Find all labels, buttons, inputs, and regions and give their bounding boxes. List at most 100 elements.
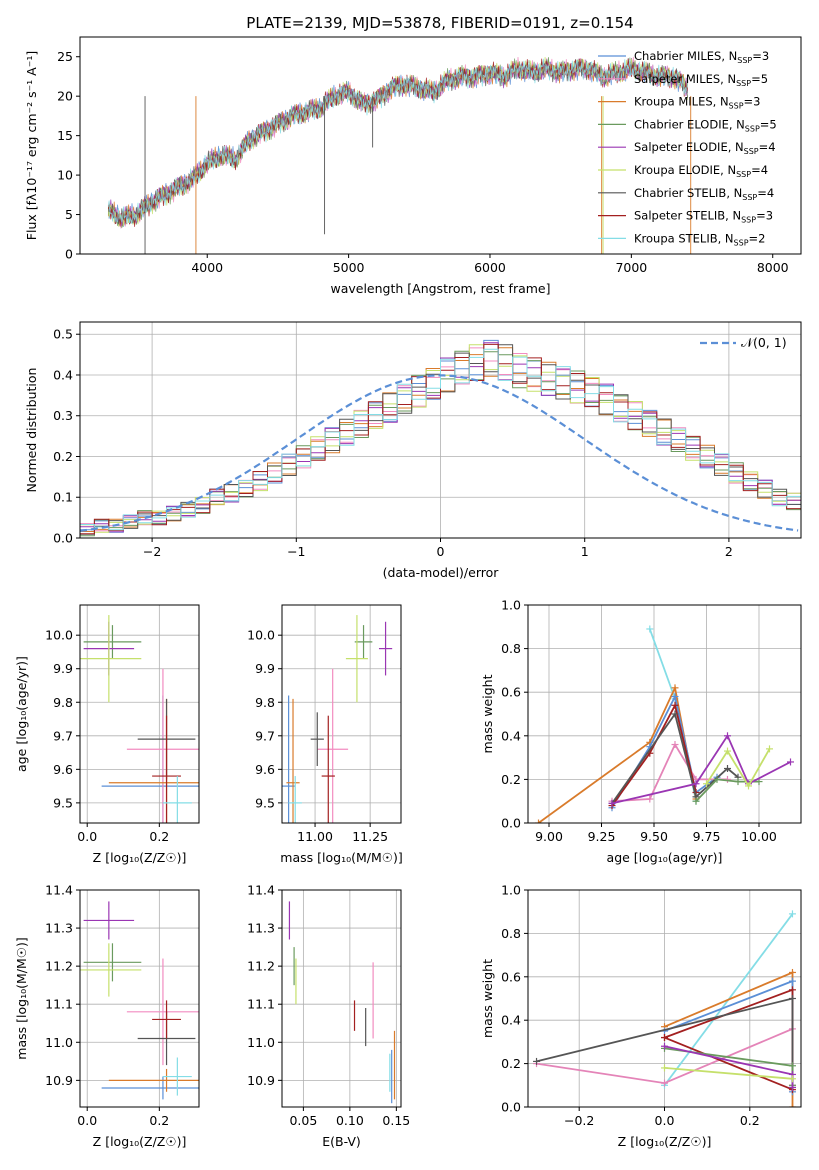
errorbar-point-salpeter_miles bbox=[317, 668, 349, 823]
legend-entry-kroupa_elodie: Kroupa ELODIE, NSSP=4 bbox=[634, 163, 768, 179]
errorbar-point-chabrier_stelib bbox=[310, 712, 324, 766]
grid bbox=[80, 322, 801, 539]
x-tick-label: 0.0 bbox=[77, 829, 97, 844]
y-tick-label: 0.2 bbox=[501, 1056, 521, 1071]
y-axis-label: Flux [fλ10⁻¹⁷ erg cm⁻² s⁻¹ A⁻¹] bbox=[24, 51, 39, 240]
curve-legend: 𝒩(0, 1) bbox=[700, 335, 787, 350]
weight-marker-salpeter_stelib bbox=[661, 1034, 668, 1042]
grid bbox=[80, 605, 199, 823]
weight-marker-kroupa_stelib bbox=[646, 625, 654, 633]
y-tick-label: 0.8 bbox=[501, 641, 521, 656]
y-tick-label: 0.6 bbox=[501, 685, 521, 700]
x-tick-label: 4000 bbox=[191, 260, 223, 275]
panel-age_vs_mass: 11.00 11.25 9.5 9.6 9.7 9.8 9.9 10.0 mass [log₁₀… bbox=[247, 604, 403, 865]
axes-frame bbox=[527, 889, 802, 1108]
errorbar-point-kroupa_stelib bbox=[162, 1057, 192, 1096]
histogram-salpeter_stelib bbox=[80, 343, 801, 535]
y-tick-label: 11.0 bbox=[247, 1035, 275, 1050]
weight-marker-salpeter_stelib bbox=[671, 701, 679, 709]
panel-mass_weight_vs_age: 9.00 9.25 9.50 9.75 10.00 0.0 0.2 0.4 0.6 0.8 1.0 a… bbox=[480, 598, 802, 865]
errorbar-point-salpeter_miles bbox=[126, 668, 199, 823]
weight-marker-kroupa_elodie bbox=[788, 1075, 796, 1083]
y-tick-label: 11.1 bbox=[247, 997, 275, 1012]
legend: Chabrier MILES, NSSP=3 Salpeter MILES, NS… bbox=[598, 49, 777, 247]
y-tick-label: 5 bbox=[65, 207, 73, 222]
y-tick-label: 0 bbox=[65, 247, 73, 262]
errorbar-point-salpeter_stelib bbox=[152, 715, 181, 823]
weight-marker-chabrier_elodie bbox=[788, 1062, 796, 1070]
y-tick-label: 9.8 bbox=[255, 695, 275, 710]
x-tick-label: 11.25 bbox=[352, 829, 388, 844]
y-tick-label: 10 bbox=[57, 168, 73, 183]
ticks: 9.00 9.25 9.50 9.75 10.00 0.0 0.2 0.4 0.6 0.8 1.0 bbox=[501, 598, 777, 845]
x-axis-label: (data-model)/error bbox=[383, 565, 500, 580]
y-tick-label: 25 bbox=[57, 49, 73, 64]
normal-curve bbox=[80, 374, 799, 532]
legend-entry-salpeter_elodie: Salpeter ELODIE, NSSP=4 bbox=[634, 140, 776, 156]
weight-marker-salpeter_elodie bbox=[661, 1042, 668, 1050]
y-tick-label: 9.7 bbox=[255, 728, 275, 743]
errorbar-point-chabrier_elodie bbox=[83, 943, 142, 982]
ticks: −0.2 0.0 0.2 0.0 0.2 0.4 0.6 0.8 1.0 bbox=[501, 883, 760, 1129]
plot-area bbox=[533, 910, 796, 1107]
figure-title: PLATE=2139, MJD=53878, FIBERID=0191, z=0… bbox=[246, 14, 633, 32]
weight-marker-kroupa_miles bbox=[535, 819, 542, 823]
ticks: 0.0 0.2 9.5 9.6 9.7 9.8 9.9 10.0 bbox=[45, 628, 169, 844]
x-tick-label: 0.2 bbox=[149, 829, 169, 844]
x-tick-label: −2 bbox=[143, 544, 161, 559]
weight-marker-chabrier_stelib bbox=[671, 710, 679, 718]
errorbar-point-kroupa_stelib bbox=[162, 776, 192, 823]
axes-frame bbox=[527, 604, 802, 824]
errorbar-point-kroupa_miles bbox=[108, 1068, 199, 1092]
errorbar-point-salpeter_miles bbox=[126, 958, 199, 1066]
errorbar-point-kroupa_stelib bbox=[288, 776, 302, 823]
legend-entry-kroupa_stelib: Kroupa STELIB, NSSP=2 bbox=[634, 231, 765, 247]
y-tick-label: 1.0 bbox=[501, 598, 521, 613]
panel-age_vs_Z: 0.0 0.2 9.5 9.6 9.7 9.8 9.9 10.0 Z [log₁₀(Z/Z☉)]… bbox=[14, 604, 200, 865]
weight-marker-chabrier_stelib bbox=[724, 765, 731, 772]
x-tick-label: 0.05 bbox=[289, 1113, 317, 1128]
weight-marker-chabrier_miles bbox=[671, 693, 679, 701]
errorbar-point-salpeter_stelib bbox=[152, 1000, 181, 1039]
panel-mass_weight_vs_Z: −0.2 0.0 0.2 0.0 0.2 0.4 0.6 0.8 1.0 Z [log₁₀(Z/Z… bbox=[480, 883, 802, 1149]
plot-area bbox=[107, 56, 692, 254]
y-tick-label: 11.0 bbox=[45, 1035, 73, 1050]
x-tick-label: 5000 bbox=[333, 260, 365, 275]
weight-marker-chabrier_elodie bbox=[734, 778, 742, 786]
x-tick-label: 7000 bbox=[615, 260, 647, 275]
axes-frame bbox=[79, 36, 802, 255]
panel-mass_vs_Z: 0.0 0.2 10.9 11.0 11.1 11.2 11.3 11.4 Z [log₁₀(Z… bbox=[14, 883, 200, 1149]
y-axis-label: mass weight bbox=[480, 674, 495, 753]
weight-marker-salpeter_elodie bbox=[692, 780, 700, 788]
grid bbox=[282, 889, 401, 1107]
errorbar-point-kroupa_elodie bbox=[80, 615, 142, 703]
ticks: 11.00 11.25 9.5 9.6 9.7 9.8 9.9 10.0 bbox=[247, 628, 388, 844]
x-tick-label: 0 bbox=[437, 544, 445, 559]
weight-marker-chabrier_stelib bbox=[788, 995, 796, 1002]
x-axis-label: Z [log₁₀(Z/Z☉)] bbox=[93, 1134, 187, 1149]
errorbar-point-kroupa_elodie bbox=[345, 615, 368, 703]
y-tick-label: 0.8 bbox=[501, 926, 521, 941]
plot-area bbox=[80, 339, 801, 537]
errorbar-point-kroupa_elodie bbox=[80, 943, 142, 997]
weight-marker-salpeter_stelib bbox=[788, 986, 796, 994]
x-tick-label: 11.00 bbox=[297, 829, 333, 844]
x-tick-label: 0.2 bbox=[149, 1113, 169, 1128]
weight-marker-kroupa_elodie bbox=[724, 747, 731, 755]
weight-line-kroupa_elodie bbox=[664, 1067, 793, 1080]
x-tick-label: 0.15 bbox=[382, 1113, 410, 1128]
x-tick-label: 9.75 bbox=[693, 829, 721, 844]
y-tick-label: 11.4 bbox=[45, 883, 73, 898]
panel-spectrum: 4000 5000 6000 7000 8000 0 5 10 15 20 25 wavelength… bbox=[24, 36, 802, 296]
errorbar-point-chabrier_elodie bbox=[83, 625, 142, 659]
errorbar-point-salpeter_stelib bbox=[321, 715, 335, 823]
y-tick-label: 10.9 bbox=[45, 1073, 73, 1088]
spectrum-line-kroupa_stelib bbox=[107, 58, 688, 225]
errorbar-point-salpeter_elodie bbox=[378, 621, 393, 676]
y-tick-label: 10.0 bbox=[45, 628, 73, 643]
errorbar-point-chabrier_elodie bbox=[354, 625, 373, 659]
y-tick-label: 15 bbox=[57, 128, 73, 143]
x-axis-label: age [log₁₀(age/yr)] bbox=[607, 850, 723, 865]
y-tick-label: 0.4 bbox=[53, 367, 73, 382]
x-axis-label: mass [log₁₀(M/M☉)] bbox=[280, 850, 402, 865]
